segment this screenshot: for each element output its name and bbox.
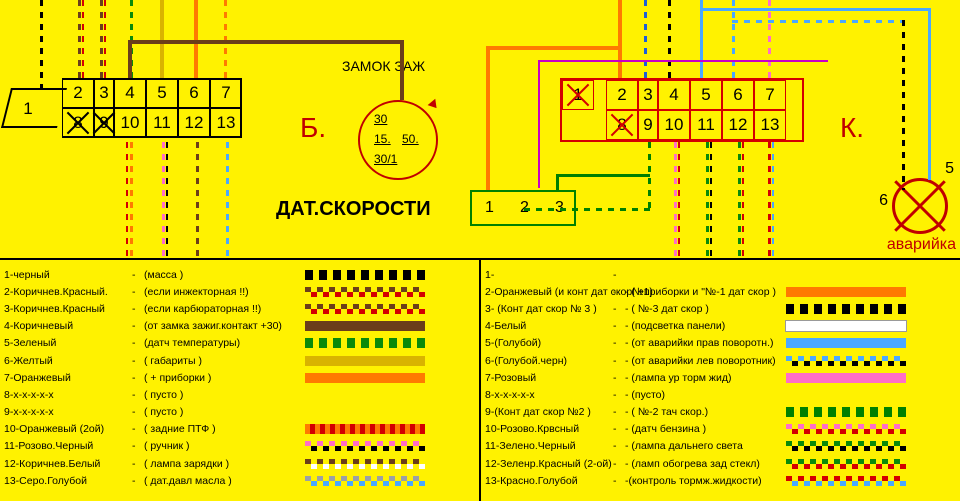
ignition-lock: 30 15. 50. 30/1 [358,100,438,180]
legend-row: 8-х-х-х-х-х-( пусто ) [4,386,475,403]
wiring-diagram: 1 2 3 4 5 6 7 8 9 10 11 12 13 Б. ЗАМОК З… [0,0,960,260]
legend-row: 9-(Конт дат скор №2 )-- ( №-2 тач скор.) [485,404,956,421]
wire-b4-v [400,40,404,100]
legend-row: 7-Розовый-- (лампа ур торм жид) [485,369,956,386]
wire-k6v [902,20,905,190]
legend-row: 2-Коричнев.Красный.-(если инжекторная !!… [4,283,475,300]
wire-b4-v2 [128,40,132,78]
ign-301: 30/1 [374,152,426,166]
legend-row: 11-Зелено.Черный-- (лампа дальнего света [485,438,956,455]
legend-row: 6-(Голубой.черн)-- (от аварийки лев пово… [485,352,956,369]
speed-pin-1: 1 [472,192,507,224]
hazard-label: аварийка [887,236,956,254]
wire-b13 [226,142,229,260]
label-k: К. [840,112,864,144]
legend-row: 1-- [485,266,956,283]
ign-50: 50. [402,132,426,146]
wire-b6 [160,0,164,78]
wire-b2b [82,0,84,78]
legend: 1-черный-(масса )2-Коричнев.Красный.-(ес… [0,260,960,501]
wire-k9h [524,208,650,211]
wire-b1 [40,0,43,90]
ign-title: ЗАМОК ЗАЖ [342,58,425,74]
legend-row: 3-Коричнев.Красный-(если карбюраторная !… [4,300,475,317]
wire-b11 [162,142,165,260]
legend-row: 4-Коричневый-(от замка зажиг.контакт +30… [4,318,475,335]
loop1 [538,60,828,172]
speed-title: ДАТ.СКОРОСТИ [276,198,431,221]
wire-b3b [104,0,106,78]
wire-k2-v [486,46,490,190]
legend-row: 3- (Конт дат скор № 3 )-- ( №-3 дат скор… [485,300,956,317]
legend-row: 10-Оранжевый (2ой)-( задние ПТФ ) [4,421,475,438]
legend-row: 5-(Голубой)-- (от аварийки прав поворотн… [485,335,956,352]
wire-b10 [130,142,133,260]
ign-30: 30 [374,112,426,126]
legend-row: 13-Красно.Голубой--(контроль тормж.жидко… [485,472,956,489]
connector-b: 1 2 3 4 5 6 7 8 9 10 11 12 13 [28,78,264,142]
legend-right: 1--2-Оранжевый (и конт дат скор№1)-- ( +… [481,260,960,501]
legend-row: 10-Розово.Крвсный-- (датч бензина ) [485,421,956,438]
legend-row: 2-Оранжевый (и конт дат скор№1)-- ( +при… [485,283,956,300]
wire-k6h [732,20,904,23]
hazard-pin6: 6 [879,192,888,210]
hazard-switch [892,178,948,234]
legend-row: 6-Желтый-( габариты ) [4,352,475,369]
wire-b4-h [128,40,404,44]
legend-left: 1-черный-(масса )2-Коричнев.Красный.-(ес… [0,260,481,501]
wire-b7 [194,0,198,78]
legend-row: 5-Зеленый-(датч температуры) [4,335,475,352]
legend-row: 8-х-х-х-х-х-- (пусто) [485,386,956,403]
loop1v [538,60,540,188]
legend-row: 7-Оранжевый-( + приборки ) [4,369,475,386]
ign-15: 15. [374,132,396,146]
label-b: Б. [300,112,326,144]
legend-row: 12-Зеленр.Красный (2-ой)-- (ламп обогрев… [485,455,956,472]
legend-row: 1-черный-(масса ) [4,266,475,283]
legend-row: 11-Розово.Черный-( ручник ) [4,438,475,455]
wire-b12 [196,142,199,260]
wire-b10b [126,142,128,260]
wire-b7b [224,0,227,78]
wire-k3h [556,174,650,177]
hazard-pin5: 5 [945,160,954,178]
legend-row: 13-Серо.Голубой-( дат.давл масла ) [4,472,475,489]
wire-k5v [928,8,931,180]
legend-row: 4-Белый-- (подсветка панели) [485,318,956,335]
wire-k3v [556,174,559,190]
wire-b11b [166,142,168,260]
legend-row: 12-Коричнев.Белый-( лампа зарядки ) [4,455,475,472]
legend-row: 9-х-х-х-х-х-( пусто ) [4,404,475,421]
wire-k2-h [486,46,618,50]
